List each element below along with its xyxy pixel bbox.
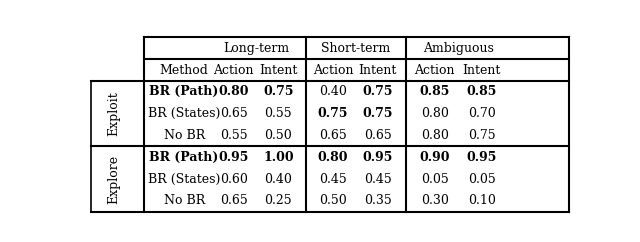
Text: 0.25: 0.25 bbox=[264, 194, 292, 207]
Text: No BR: No BR bbox=[164, 194, 205, 207]
Text: 0.35: 0.35 bbox=[364, 194, 392, 207]
Text: Exploit: Exploit bbox=[108, 91, 120, 136]
Text: 0.65: 0.65 bbox=[364, 129, 392, 142]
Text: 0.40: 0.40 bbox=[319, 85, 347, 98]
Text: Intent: Intent bbox=[463, 64, 501, 77]
Text: 0.40: 0.40 bbox=[264, 173, 292, 186]
Text: 0.65: 0.65 bbox=[319, 129, 347, 142]
Text: Method: Method bbox=[160, 64, 209, 77]
Text: Intent: Intent bbox=[259, 64, 298, 77]
Text: 0.45: 0.45 bbox=[364, 173, 392, 186]
Text: 0.55: 0.55 bbox=[264, 107, 292, 120]
Text: 0.50: 0.50 bbox=[319, 194, 347, 207]
Text: Action: Action bbox=[414, 64, 455, 77]
Text: Long-term: Long-term bbox=[223, 42, 289, 55]
Text: 0.95: 0.95 bbox=[219, 151, 249, 164]
Text: Short-term: Short-term bbox=[321, 42, 390, 55]
Text: 0.85: 0.85 bbox=[419, 85, 450, 98]
Text: BR (Path): BR (Path) bbox=[150, 85, 219, 98]
Text: 0.95: 0.95 bbox=[467, 151, 497, 164]
Text: 1.00: 1.00 bbox=[263, 151, 294, 164]
Text: BR (States): BR (States) bbox=[148, 173, 220, 186]
Text: 0.30: 0.30 bbox=[420, 194, 449, 207]
Text: 0.80: 0.80 bbox=[420, 129, 449, 142]
Text: 0.75: 0.75 bbox=[362, 85, 393, 98]
Text: 0.80: 0.80 bbox=[317, 151, 348, 164]
Text: 0.95: 0.95 bbox=[362, 151, 393, 164]
Text: BR (States): BR (States) bbox=[148, 107, 220, 120]
Text: 0.65: 0.65 bbox=[220, 107, 248, 120]
Text: 0.90: 0.90 bbox=[419, 151, 450, 164]
Text: 0.65: 0.65 bbox=[220, 194, 248, 207]
Text: 0.70: 0.70 bbox=[468, 107, 495, 120]
Text: 0.75: 0.75 bbox=[468, 129, 495, 142]
Text: 0.80: 0.80 bbox=[420, 107, 449, 120]
Text: 0.80: 0.80 bbox=[218, 85, 249, 98]
Text: Action: Action bbox=[313, 64, 353, 77]
Text: 0.50: 0.50 bbox=[264, 129, 292, 142]
Text: 0.05: 0.05 bbox=[468, 173, 495, 186]
Text: No BR: No BR bbox=[164, 129, 205, 142]
Text: 0.45: 0.45 bbox=[319, 173, 347, 186]
Text: 0.05: 0.05 bbox=[420, 173, 449, 186]
Text: Intent: Intent bbox=[358, 64, 397, 77]
Text: 0.75: 0.75 bbox=[362, 107, 393, 120]
Text: BR (Path): BR (Path) bbox=[150, 151, 219, 164]
Text: 0.55: 0.55 bbox=[220, 129, 248, 142]
Text: Action: Action bbox=[214, 64, 254, 77]
Text: Ambiguous: Ambiguous bbox=[423, 42, 493, 55]
Text: 0.85: 0.85 bbox=[467, 85, 497, 98]
Text: 0.10: 0.10 bbox=[468, 194, 496, 207]
Text: 0.75: 0.75 bbox=[263, 85, 294, 98]
Text: 0.60: 0.60 bbox=[220, 173, 248, 186]
Text: Explore: Explore bbox=[108, 155, 120, 204]
Text: 0.75: 0.75 bbox=[317, 107, 348, 120]
